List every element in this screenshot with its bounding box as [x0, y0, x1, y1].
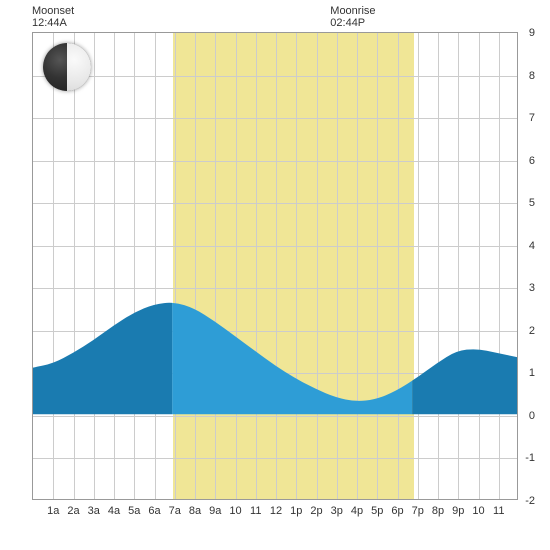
x-axis-label: 7p — [412, 505, 424, 517]
x-axis-label: 4a — [108, 505, 120, 517]
chart-header: Moonset 12:44A Moonrise 02:44P — [0, 5, 550, 30]
y-axis-label: 0 — [529, 410, 535, 422]
x-axis-label: 6p — [391, 505, 403, 517]
moonset-block: Moonset 12:44A — [32, 5, 74, 29]
x-axis-label: 2p — [310, 505, 322, 517]
y-axis-label: 2 — [529, 325, 535, 337]
y-axis-label: -1 — [525, 452, 535, 464]
x-axis-label: 10 — [472, 505, 484, 517]
x-axis-label: 4p — [351, 505, 363, 517]
y-axis-label: 4 — [529, 240, 535, 252]
x-axis-label: 9a — [209, 505, 221, 517]
y-axis-label: -2 — [525, 495, 535, 507]
moonset-time: 12:44A — [32, 17, 74, 29]
y-axis-label: 6 — [529, 155, 535, 167]
x-axis-label: 2a — [67, 505, 79, 517]
x-axis-label: 9p — [452, 505, 464, 517]
y-axis-label: 1 — [529, 367, 535, 379]
x-axis-label: 6a — [148, 505, 160, 517]
tide-area — [33, 33, 517, 499]
y-axis-label: 7 — [529, 112, 535, 124]
x-axis-label: 1a — [47, 505, 59, 517]
x-axis-label: 8p — [432, 505, 444, 517]
x-axis-label: 3p — [331, 505, 343, 517]
moonrise-time: 02:44P — [330, 17, 375, 29]
moonset-label: Moonset — [32, 5, 74, 17]
y-axis-label: 8 — [529, 70, 535, 82]
x-axis-label: 7a — [169, 505, 181, 517]
moonrise-block: Moonrise 02:44P — [330, 5, 375, 29]
tide-svg — [33, 33, 517, 499]
x-axis-label: 5a — [128, 505, 140, 517]
x-axis-label: 8a — [189, 505, 201, 517]
moonrise-label: Moonrise — [330, 5, 375, 17]
x-axis-label: 1p — [290, 505, 302, 517]
moon-phase-icon — [43, 43, 91, 91]
tide-chart: 1a2a3a4a5a6a7a8a9a1011121p2p3p4p5p6p7p8p… — [32, 32, 518, 500]
x-axis-label: 12 — [270, 505, 282, 517]
x-axis-label: 3a — [88, 505, 100, 517]
x-axis-label: 11 — [250, 505, 261, 517]
y-axis-label: 3 — [529, 282, 535, 294]
x-axis-label: 11 — [493, 505, 504, 517]
x-axis-label: 10 — [229, 505, 241, 517]
x-axis-label: 5p — [371, 505, 383, 517]
y-axis-label: 9 — [529, 27, 535, 39]
y-axis-label: 5 — [529, 197, 535, 209]
